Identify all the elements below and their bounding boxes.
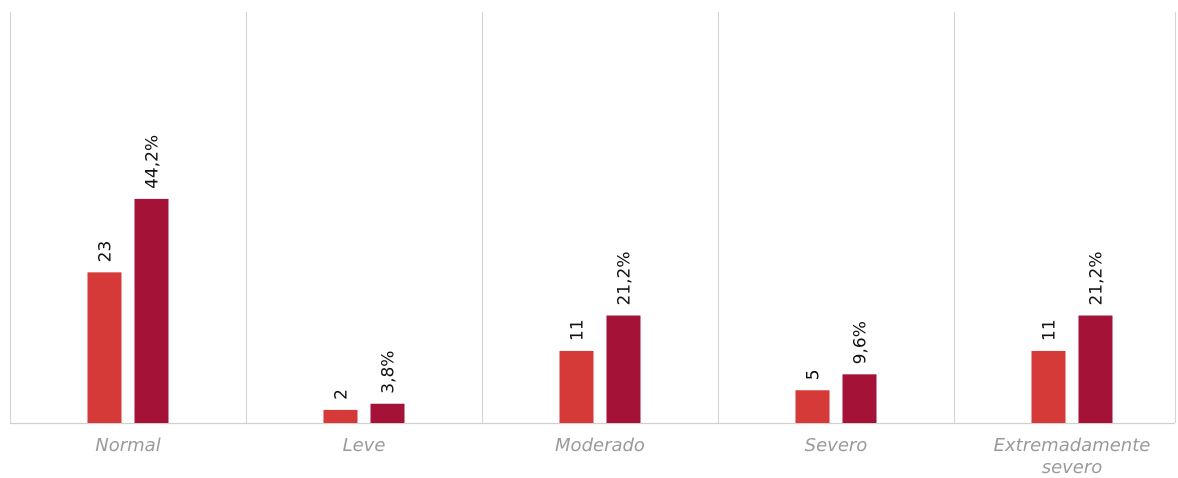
category-label: Severo <box>805 435 868 456</box>
data-label: 5 <box>804 369 824 380</box>
data-label: 23 <box>96 241 116 263</box>
data-label: 21,2% <box>615 252 635 306</box>
bar-count-moderado <box>559 350 594 423</box>
data-label: 2 <box>332 389 352 400</box>
data-label: 21,2% <box>1087 252 1107 306</box>
bar-percent-leve <box>370 403 405 423</box>
data-label: 9,6% <box>851 321 871 364</box>
category-label: Moderado <box>555 435 645 456</box>
bar-percent-severo <box>842 374 877 423</box>
data-labels: 23 44,2% 2 3,8% 11 21,2% 5 9,6% 11 21,2% <box>96 135 1107 400</box>
category-label: Normal <box>95 435 160 456</box>
data-label: 3,8% <box>379 351 399 394</box>
bar-percent-normal <box>134 198 169 423</box>
bars <box>87 198 1113 423</box>
bar-count-extremadamente-severo <box>1031 350 1066 423</box>
bar-count-severo <box>795 390 830 423</box>
data-label: 44,2% <box>143 135 163 189</box>
data-label: 11 <box>568 319 588 341</box>
bar-count-leve <box>323 409 358 423</box>
data-label: 11 <box>1040 319 1060 341</box>
bar-count-normal <box>87 272 122 423</box>
category-labels: Normal Leve Moderado Severo Extremadamente se… <box>95 435 1150 478</box>
bar-percent-moderado <box>606 315 641 423</box>
bar-percent-extremadamente-severo <box>1078 315 1113 423</box>
category-label: Leve <box>343 435 386 456</box>
category-separators <box>9 12 1177 423</box>
category-label: Extremadamente severo <box>994 435 1151 478</box>
